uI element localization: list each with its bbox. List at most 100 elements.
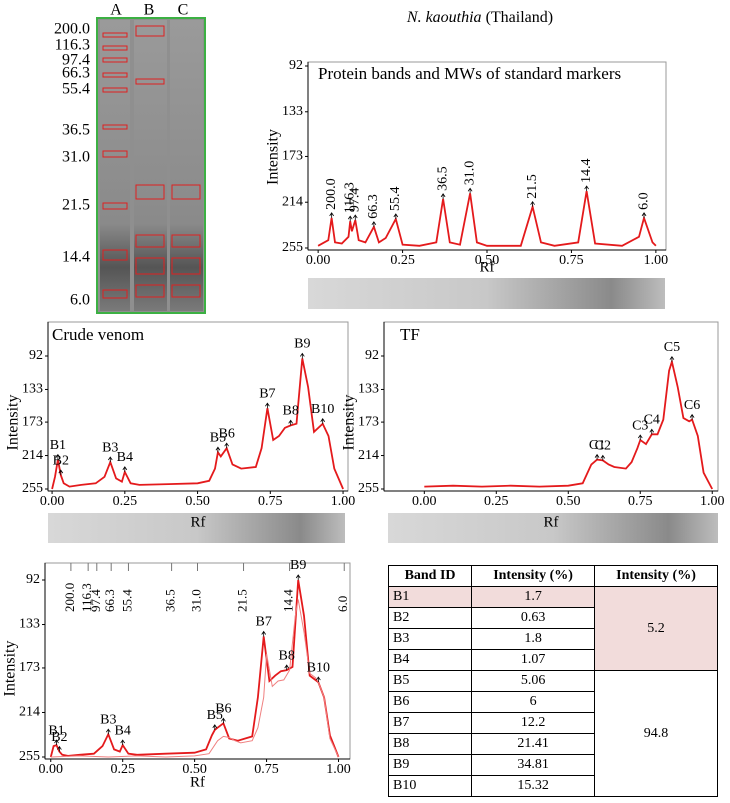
peak-label: B1 xyxy=(48,723,64,738)
peak-label: C6 xyxy=(684,398,700,413)
chart-title: Protein bands and MWs of standard marker… xyxy=(318,64,621,83)
peak-label: 116.3 xyxy=(342,182,357,213)
lane-label: A xyxy=(110,2,122,19)
gel-strip xyxy=(388,513,718,543)
peak-marker xyxy=(122,466,128,472)
peak-marker xyxy=(295,574,301,580)
peak-marker xyxy=(689,413,695,420)
peak-marker xyxy=(120,739,126,746)
peak-label: B2 xyxy=(51,730,67,745)
x-tick-label: 1.00 xyxy=(644,253,669,268)
marker-label: 66.3 xyxy=(62,65,90,82)
x-axis-label: Rf xyxy=(544,514,559,530)
band-table: Band ID Intensity (%) Intensity (%) B1 1.7 5.… xyxy=(387,565,718,797)
band-id: B2 xyxy=(387,607,473,629)
group-intensity: 5.2 xyxy=(594,586,718,671)
peak-marker xyxy=(637,434,643,441)
peak-marker xyxy=(320,418,326,424)
x-axis-label: Rf xyxy=(190,774,205,790)
intensity: 1.7 xyxy=(471,586,596,608)
band-boxes xyxy=(102,25,201,299)
intensity: 5.06 xyxy=(471,670,596,692)
peak-marker xyxy=(467,187,473,194)
marker-label: 200.0 xyxy=(54,21,90,38)
y-tick-label: 214 xyxy=(22,448,43,463)
band-id: B4 xyxy=(387,649,473,671)
header-row: Band ID Intensity (%) Intensity (%) xyxy=(387,565,718,587)
row: B7 12.2 xyxy=(387,712,718,734)
peak-label: B3 xyxy=(100,712,116,727)
peak-marker xyxy=(105,728,111,735)
marker-label: 36.5 xyxy=(163,589,178,612)
marker-label: 36.5 xyxy=(62,122,90,139)
table-body: Band ID Intensity (%) Intensity (%) B1 1.7 5.… xyxy=(387,565,718,797)
y-tick-label: 173 xyxy=(19,660,40,675)
intensity: 0.63 xyxy=(471,607,596,629)
peak-label: B7 xyxy=(259,386,275,401)
peak-marker xyxy=(600,454,606,461)
y-tick-label: 173 xyxy=(22,414,43,429)
trace xyxy=(424,358,713,490)
lane-label: C xyxy=(178,2,189,19)
peak-label: B9 xyxy=(294,337,310,352)
marker-label: 14.4 xyxy=(281,589,296,612)
peak-marker xyxy=(212,724,218,730)
peak-marker xyxy=(265,402,270,409)
x-tick-label: 1.00 xyxy=(326,762,351,777)
peak-marker xyxy=(288,419,294,426)
y-tick-label: 255 xyxy=(358,481,379,496)
x-tick-label: 0.50 xyxy=(185,494,210,509)
peak-label: B4 xyxy=(117,450,133,465)
band-id: B6 xyxy=(387,691,473,713)
gel-strip xyxy=(308,278,665,309)
row: B9 34.81 xyxy=(387,754,718,776)
gel-strip xyxy=(48,513,345,543)
peak-label: B10 xyxy=(307,660,330,675)
x-tick-label: 0.00 xyxy=(40,494,65,509)
peak-marker xyxy=(393,213,399,219)
band-id: B1 xyxy=(387,586,473,608)
row: B8 21.41 xyxy=(387,733,718,755)
y-tick-label: 214 xyxy=(19,705,40,720)
x-tick-label: 0.25 xyxy=(110,762,135,777)
marker-label: 97.4 xyxy=(88,589,103,612)
peak-marker xyxy=(284,664,290,671)
x-tick-label: 1.00 xyxy=(700,494,725,509)
gel xyxy=(96,17,206,314)
y-tick-label: 173 xyxy=(282,149,303,164)
header-cell: Intensity (%) xyxy=(471,565,596,587)
peak-marker xyxy=(440,193,446,199)
x-tick-label: 0.75 xyxy=(628,494,653,509)
peak-label: B8 xyxy=(283,404,299,419)
y-tick-label: 133 xyxy=(19,617,40,632)
y-tick-label: 214 xyxy=(358,448,379,463)
marker-label: 97.4 xyxy=(62,52,90,69)
y-tick-label: 133 xyxy=(22,382,43,397)
peak-label: C3 xyxy=(632,418,648,433)
peak-marker xyxy=(58,469,64,476)
marker-label: 21.5 xyxy=(235,589,250,612)
marker-label: 21.5 xyxy=(62,197,90,214)
y-tick-label: 92 xyxy=(29,348,43,363)
band-id: B8 xyxy=(387,733,473,755)
y-axis-label: Intensity xyxy=(265,129,282,185)
intensity: 1.07 xyxy=(471,649,596,671)
y-tick-label: 92 xyxy=(365,348,379,363)
marker-label: 31.0 xyxy=(62,149,90,166)
peak-label: C2 xyxy=(595,439,611,454)
x-tick-label: 0.25 xyxy=(113,494,138,509)
peak-label: C1 xyxy=(589,438,605,453)
y-tick-label: 255 xyxy=(19,749,40,764)
marker-label: 55.4 xyxy=(119,589,134,612)
x-tick-label: 0.75 xyxy=(258,494,283,509)
peak-marker xyxy=(54,739,59,746)
peak-label: C4 xyxy=(644,413,660,428)
chart-title: TF xyxy=(400,325,420,344)
peak-marker xyxy=(649,428,655,435)
peak-label: B6 xyxy=(218,426,234,441)
peak-label: C5 xyxy=(664,340,680,355)
row: B10 15.32 xyxy=(387,775,718,797)
lane xyxy=(170,20,203,311)
trace xyxy=(51,358,344,490)
peak-label: B4 xyxy=(115,723,131,738)
